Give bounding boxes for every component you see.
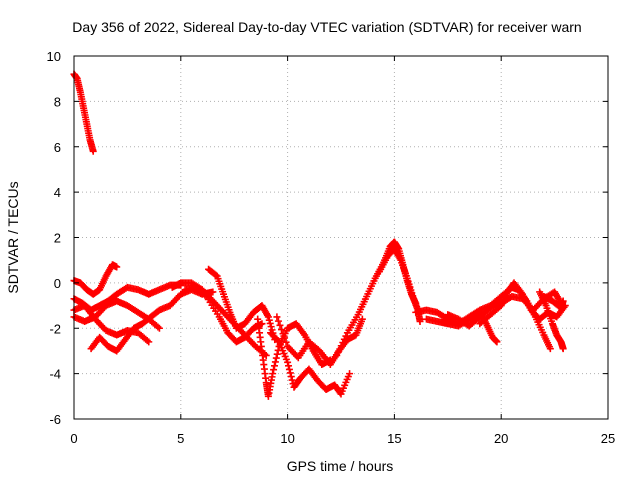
- x-tick-label: 5: [177, 431, 184, 446]
- y-tick-label: -4: [49, 367, 61, 382]
- data-point: [559, 297, 567, 305]
- x-tick-label: 0: [70, 431, 77, 446]
- chart-title: Day 356 of 2022, Sidereal Day-to-day VTE…: [72, 19, 581, 35]
- data-point: [154, 323, 162, 331]
- data-point: [265, 316, 273, 324]
- data-point: [286, 369, 294, 377]
- y-tick-label: 0: [54, 276, 61, 291]
- data-point: [559, 345, 567, 353]
- data-point: [416, 317, 424, 325]
- y-tick-label: -6: [49, 412, 61, 427]
- y-tick-label: 2: [54, 231, 61, 246]
- data-point: [89, 147, 97, 155]
- x-tick-label: 10: [280, 431, 294, 446]
- data-point: [277, 326, 285, 334]
- series-track-2: [70, 261, 121, 298]
- data-point: [276, 321, 284, 329]
- data-point: [155, 324, 163, 332]
- data-point: [270, 366, 278, 374]
- data-point: [546, 345, 554, 353]
- data-point: [267, 323, 275, 331]
- data-point: [493, 338, 501, 346]
- data-point: [274, 317, 282, 325]
- data-point: [212, 271, 220, 279]
- data-point: [336, 345, 344, 353]
- series-track-1: [70, 70, 97, 155]
- data-point: [279, 330, 287, 338]
- y-tick-label: -2: [49, 321, 61, 336]
- data-point: [337, 342, 345, 350]
- data-point: [209, 288, 217, 296]
- data-markers: [70, 70, 569, 400]
- grid-lines: [74, 56, 608, 419]
- series-track-18: [476, 279, 569, 328]
- series-track-11: [267, 329, 354, 398]
- series-track-19: [536, 288, 567, 353]
- x-axis-label: GPS time / hours: [287, 458, 394, 474]
- y-axis-label: SDTVAR / TECUs: [5, 181, 21, 293]
- data-point: [272, 354, 280, 362]
- data-point: [266, 319, 274, 327]
- series-track-12: [273, 313, 366, 369]
- data-point: [264, 313, 272, 321]
- y-tick-label: 4: [54, 185, 61, 200]
- data-point: [340, 335, 348, 343]
- data-point: [281, 334, 289, 342]
- x-tick-label: 25: [601, 431, 615, 446]
- series-track-20: [540, 292, 567, 312]
- data-point: [358, 315, 366, 323]
- data-point: [271, 358, 279, 366]
- x-tick-label: 20: [494, 431, 508, 446]
- data-point: [288, 376, 296, 384]
- data-point: [287, 373, 295, 381]
- data-point: [333, 351, 341, 359]
- axis-ticks: 0 5 10 15 20 25 -6 -4 -2 0 2 4 6 8 10: [47, 49, 616, 446]
- data-point: [270, 362, 278, 370]
- data-point: [274, 337, 282, 345]
- data-point: [113, 263, 121, 271]
- data-point: [143, 337, 151, 345]
- data-point: [346, 370, 354, 378]
- series-track-4: [70, 297, 163, 332]
- data-point: [269, 370, 277, 378]
- data-point: [273, 313, 281, 321]
- y-tick-label: 8: [54, 94, 61, 109]
- data-point: [285, 362, 293, 370]
- data-point: [282, 338, 290, 346]
- y-tick-label: 6: [54, 140, 61, 155]
- data-point: [339, 339, 347, 347]
- data-point: [145, 338, 153, 346]
- series-track-14: [375, 245, 424, 325]
- data-point: [342, 332, 350, 340]
- data-point: [201, 291, 209, 299]
- x-tick-label: 15: [387, 431, 401, 446]
- data-point: [284, 358, 292, 366]
- data-point: [334, 348, 342, 356]
- data-point: [285, 365, 293, 373]
- data-point: [273, 350, 281, 358]
- y-tick-label: 10: [47, 49, 61, 64]
